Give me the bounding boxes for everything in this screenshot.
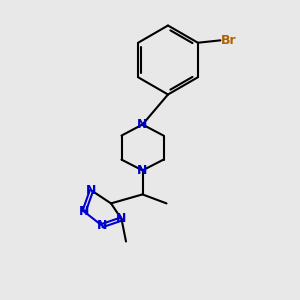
Text: N: N bbox=[137, 118, 148, 131]
Text: N: N bbox=[116, 212, 127, 226]
Text: N: N bbox=[86, 184, 97, 197]
Text: N: N bbox=[137, 164, 148, 177]
Text: N: N bbox=[97, 219, 107, 232]
Text: Br: Br bbox=[221, 34, 237, 47]
Text: N: N bbox=[79, 205, 89, 218]
